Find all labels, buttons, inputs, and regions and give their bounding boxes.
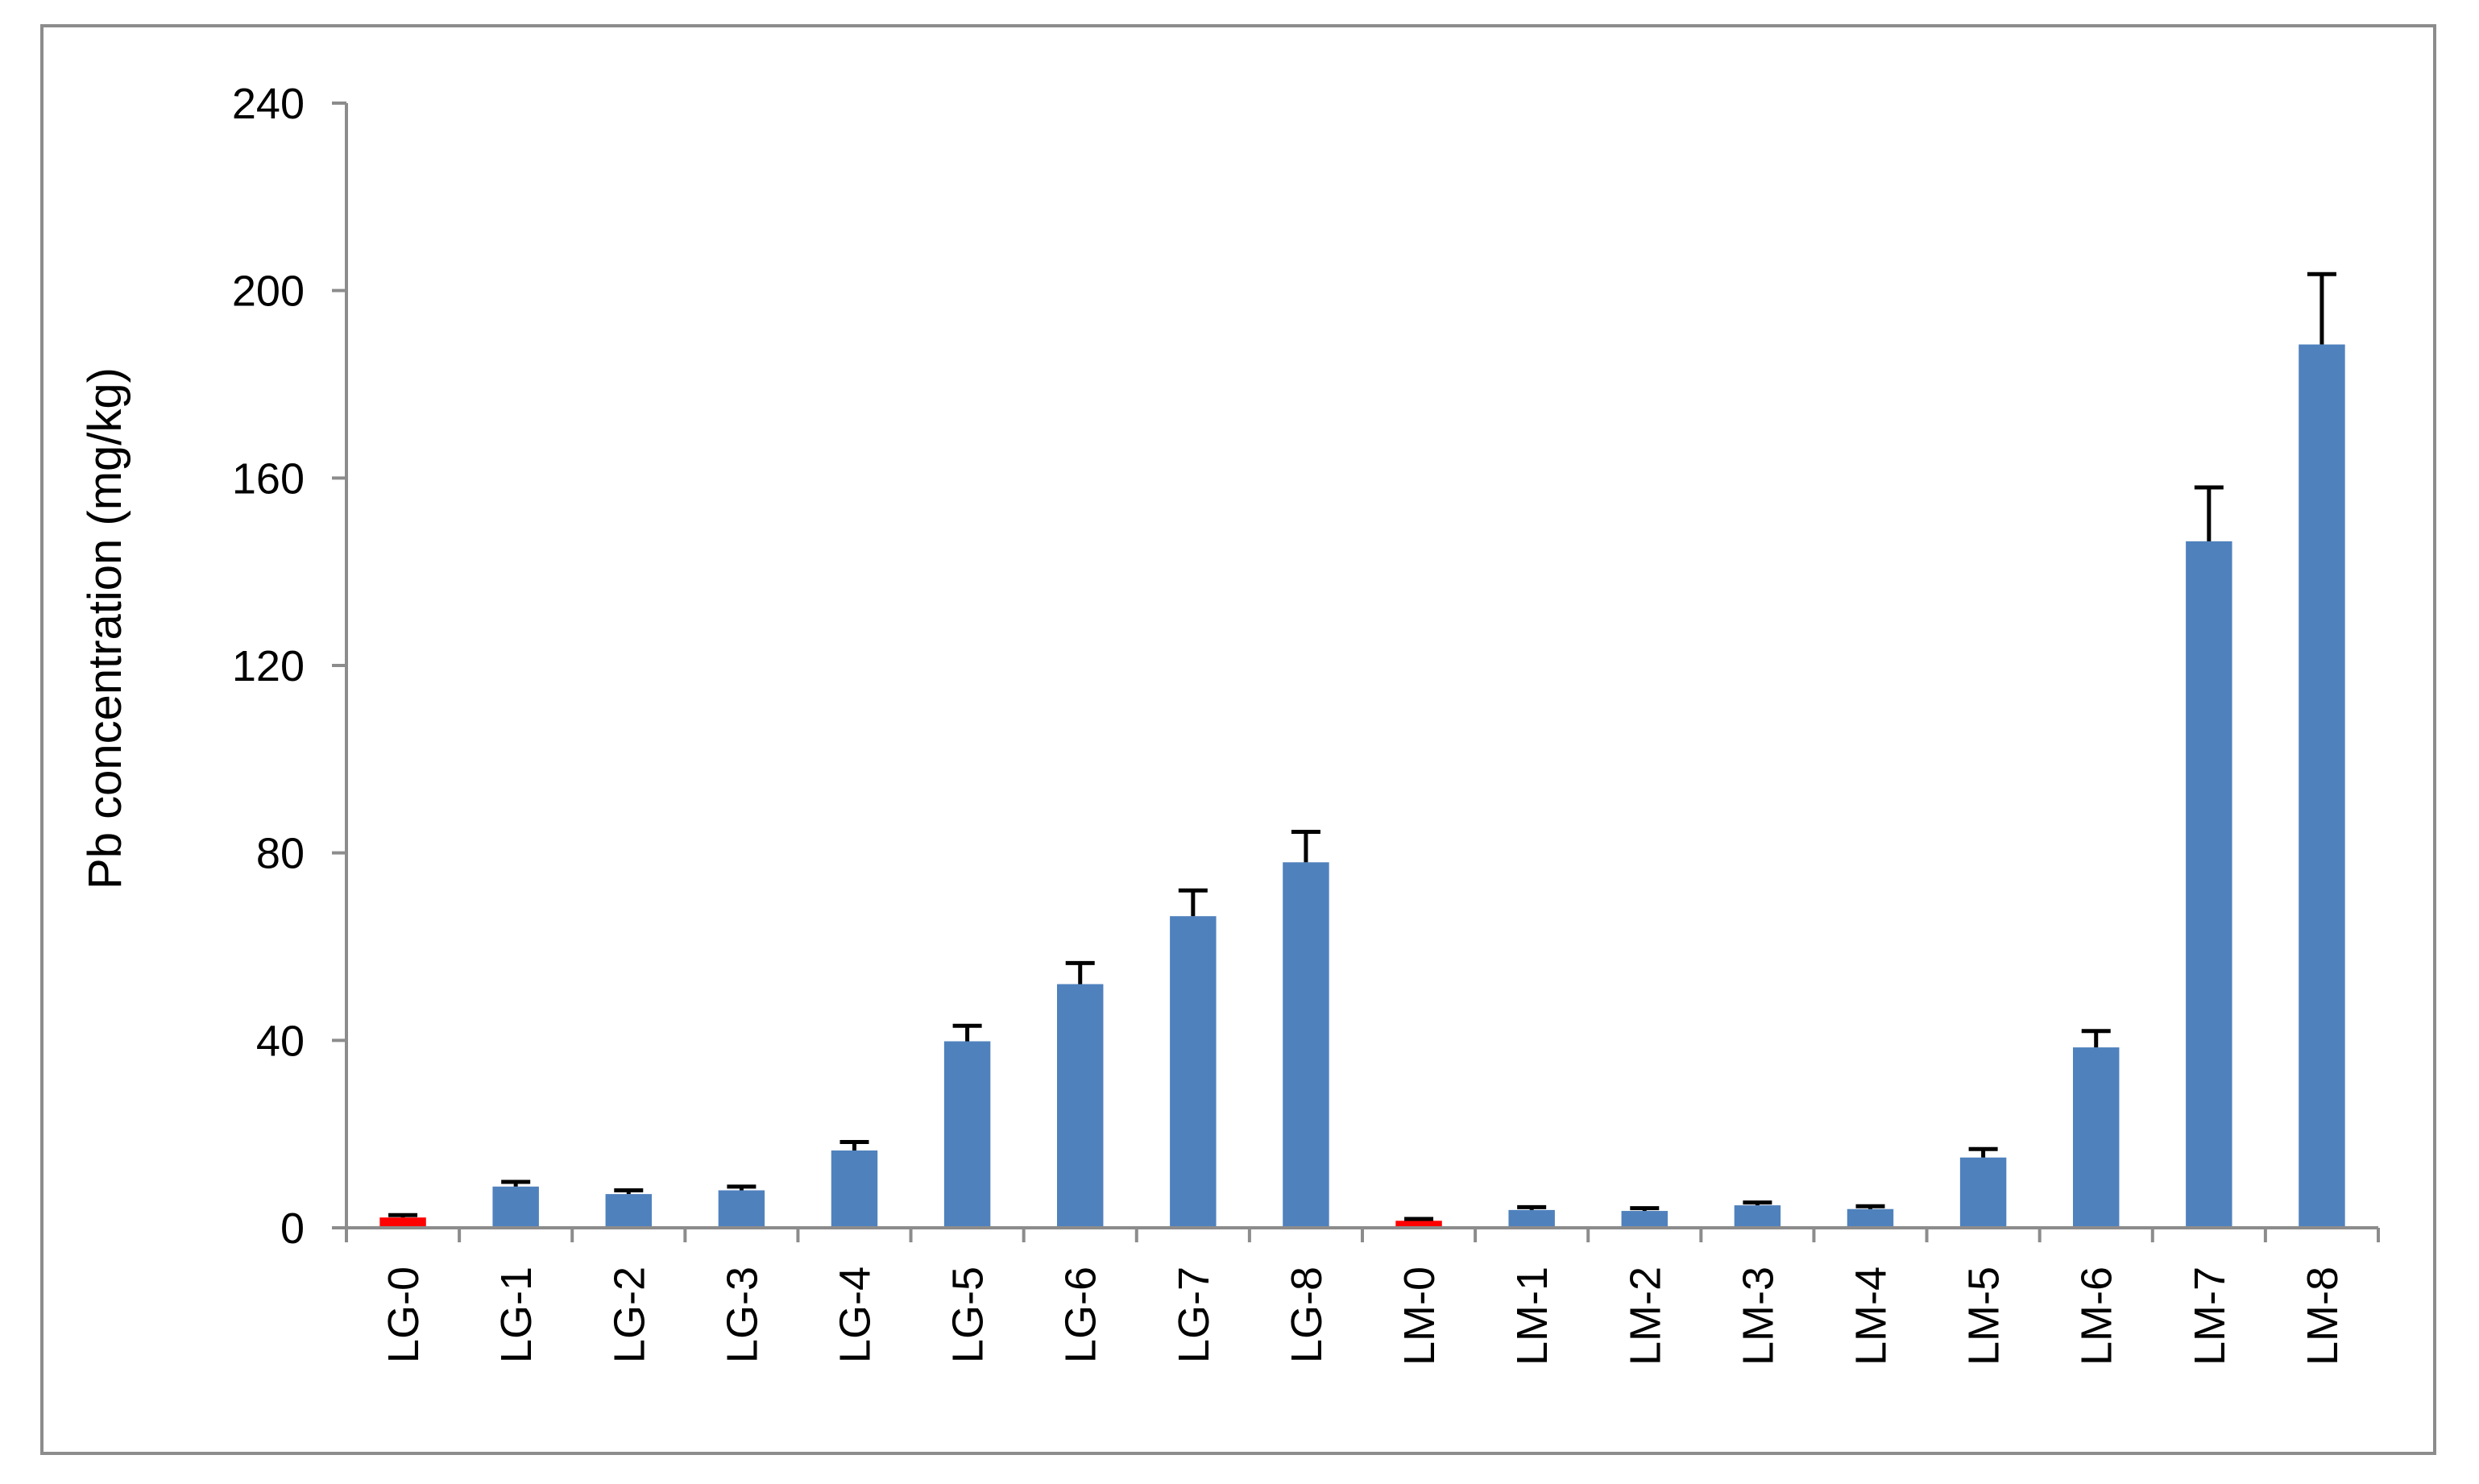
y-tick-label: 80 bbox=[256, 830, 305, 878]
category-label: LG-1 bbox=[492, 1266, 541, 1363]
category-labels: LG-0 LG-1 LG-2 LG-3 LG-4 LG-5 LG-6 LG-7 LG-8 LM-0… bbox=[379, 1266, 2347, 1366]
category-label: LM-5 bbox=[1960, 1266, 2008, 1366]
bar bbox=[379, 1217, 426, 1228]
bar bbox=[1283, 862, 1329, 1228]
bar bbox=[492, 1186, 539, 1228]
y-tick-label: 240 bbox=[232, 80, 305, 128]
category-label: LM-7 bbox=[2186, 1266, 2234, 1366]
bar bbox=[1734, 1205, 1781, 1228]
y-tick-label: 40 bbox=[256, 1017, 305, 1065]
category-label: LM-6 bbox=[2073, 1266, 2121, 1366]
y-tick-label: 0 bbox=[280, 1204, 305, 1253]
bar bbox=[1621, 1211, 1669, 1228]
bar bbox=[1959, 1157, 2007, 1228]
bar bbox=[1508, 1209, 1555, 1228]
bar bbox=[2072, 1047, 2120, 1228]
bar bbox=[831, 1150, 878, 1228]
bar bbox=[1170, 916, 1217, 1228]
bar bbox=[1056, 984, 1104, 1228]
bar bbox=[943, 1041, 991, 1228]
category-label: LG-7 bbox=[1170, 1266, 1218, 1363]
category-label: LG-0 bbox=[379, 1266, 428, 1363]
y-axis-title: Pb concentration (mg/kg) bbox=[79, 367, 131, 889]
category-label: LM-3 bbox=[1734, 1266, 1782, 1366]
y-tick-label: 160 bbox=[232, 454, 305, 503]
bar bbox=[1847, 1208, 1894, 1228]
category-label: LG-6 bbox=[1057, 1266, 1105, 1363]
y-axis-title-group: Pb concentration (mg/kg) bbox=[79, 367, 131, 889]
y-tick-labels: 0 40 80 120 160 200 240 bbox=[232, 80, 305, 1253]
y-tick-label: 120 bbox=[232, 642, 305, 690]
category-label: LG-4 bbox=[831, 1266, 880, 1363]
category-label: LG-2 bbox=[605, 1266, 653, 1363]
axes bbox=[332, 102, 2380, 1242]
y-tick-label: 200 bbox=[232, 267, 305, 316]
category-label: LM-1 bbox=[1508, 1266, 1557, 1366]
bar bbox=[605, 1194, 653, 1228]
category-label: LG-5 bbox=[944, 1266, 993, 1363]
bar bbox=[718, 1190, 765, 1228]
bars bbox=[379, 344, 2345, 1228]
chart-frame bbox=[40, 24, 2436, 1455]
bar bbox=[2299, 344, 2345, 1228]
category-label: LM-2 bbox=[1621, 1266, 1669, 1366]
category-label: LM-4 bbox=[1847, 1266, 1896, 1366]
category-label: LM-0 bbox=[1395, 1266, 1444, 1366]
category-label: LG-3 bbox=[718, 1266, 766, 1363]
bar bbox=[1395, 1221, 1442, 1228]
error-bars bbox=[388, 272, 2336, 1221]
category-label: LG-8 bbox=[1283, 1266, 1331, 1363]
bar bbox=[2186, 541, 2232, 1228]
category-label: LM-8 bbox=[2299, 1266, 2347, 1366]
